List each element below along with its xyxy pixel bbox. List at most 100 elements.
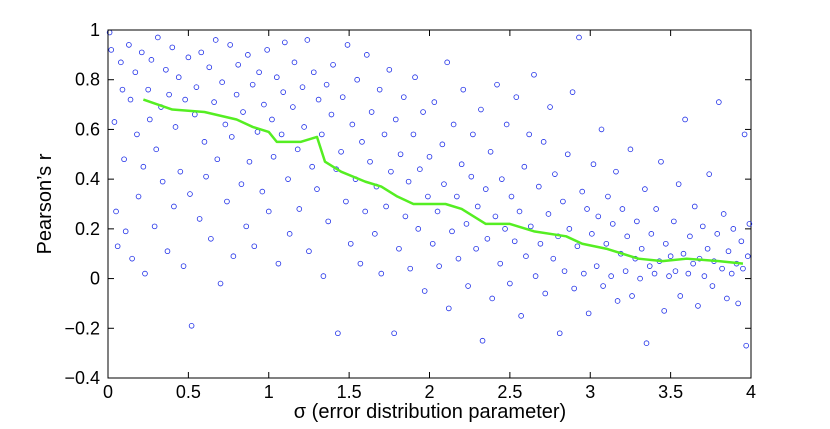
scatter-points-layer — [106, 29, 753, 349]
scatter-point — [663, 240, 669, 247]
scatter-point — [468, 173, 475, 180]
scatter-point — [362, 208, 369, 215]
scatter-point — [671, 218, 677, 225]
scatter-point — [367, 158, 373, 165]
scatter-point — [240, 109, 246, 115]
scatter-point — [304, 37, 311, 43]
trend-line-layer — [142, 98, 744, 265]
scatter-point — [166, 91, 172, 98]
scatter-point — [405, 178, 412, 185]
scatter-point — [600, 283, 606, 289]
scatter-point — [148, 57, 155, 63]
scatter-point — [613, 168, 619, 175]
scatter-point — [744, 253, 751, 260]
scatter-point — [682, 116, 688, 123]
scatter-point — [492, 213, 499, 220]
scatter-point — [672, 268, 679, 274]
scatter-point — [378, 270, 385, 277]
scatter-point — [450, 121, 457, 128]
scatter-point — [265, 208, 272, 215]
scatter-point — [458, 161, 465, 168]
scatter-point — [138, 49, 145, 56]
scatter-point — [516, 208, 523, 215]
scatter-point — [653, 206, 659, 212]
scatter-point — [518, 313, 524, 319]
scatter-point — [280, 89, 287, 95]
x-tick-label: 1.5 — [337, 382, 362, 402]
scatter-point — [540, 139, 547, 145]
scatter-point — [222, 121, 229, 128]
scatter-point — [619, 206, 626, 212]
scatter-point — [269, 116, 275, 123]
scatter-point — [126, 42, 132, 48]
scatter-point — [695, 303, 701, 309]
scatter-point — [383, 203, 389, 210]
scatter-point — [273, 74, 280, 81]
scatter-point — [484, 236, 491, 242]
scatter-point — [391, 330, 397, 337]
scatter-point — [503, 121, 510, 128]
scatter-point — [415, 226, 422, 232]
scatter-point — [198, 49, 205, 56]
scatter-point — [349, 121, 356, 128]
scatter-point — [171, 203, 177, 210]
scatter-point — [730, 226, 737, 232]
scatter-point — [714, 231, 721, 237]
scatter-point — [206, 64, 213, 71]
scatter-point — [560, 198, 566, 205]
scatter-point — [439, 141, 446, 148]
scatter-point — [593, 263, 600, 269]
scatter-point — [396, 245, 402, 252]
scatter-point — [598, 126, 605, 133]
scatter-point — [651, 270, 658, 277]
scatter-point — [140, 163, 147, 170]
scatter-point — [507, 280, 513, 287]
scatter-point — [547, 104, 553, 110]
scatter-point — [249, 81, 256, 88]
scatter-point — [372, 231, 378, 237]
scatter-point — [127, 96, 134, 103]
scatter-point — [282, 39, 288, 46]
scatter-point — [436, 263, 442, 269]
scatter-point — [354, 76, 360, 83]
scatter-point — [164, 248, 171, 255]
scatter-point — [473, 245, 479, 252]
scatter-point — [603, 240, 610, 247]
scatter-point — [629, 293, 635, 299]
scatter-point — [608, 273, 614, 279]
scatter-point — [523, 253, 529, 260]
scatter-point — [532, 273, 539, 279]
plot-area — [106, 29, 753, 379]
scatter-point — [576, 34, 582, 41]
scatter-point — [605, 193, 611, 200]
scatter-point — [357, 260, 364, 267]
scatter-point — [323, 81, 330, 88]
scatter-point — [402, 213, 409, 220]
scatter-point — [667, 253, 674, 260]
scatter-point — [134, 131, 140, 138]
scatter-point — [135, 193, 142, 200]
scatter-point — [521, 163, 528, 170]
scatter-point — [228, 134, 235, 140]
scatter-point — [465, 283, 471, 289]
scatter-point — [661, 308, 667, 314]
scatter-point — [238, 181, 245, 187]
scatter-point — [445, 305, 452, 312]
scatter-point — [740, 265, 746, 272]
scatter-point — [743, 342, 749, 349]
scatter-point — [314, 186, 320, 192]
scatter-point — [217, 280, 224, 287]
scatter-point — [306, 248, 312, 255]
scatter-point — [687, 233, 693, 240]
scatter-point — [108, 47, 115, 53]
x-axis-ticks: 0 0.5 1 1.5 2 2.5 3 3.5 4 — [103, 30, 756, 402]
scatter-point — [330, 62, 336, 68]
scatter-point — [335, 330, 341, 337]
scatter-point — [648, 231, 655, 237]
scatter-point — [746, 221, 753, 227]
scatter-point — [417, 166, 423, 173]
scatter-point — [129, 255, 135, 262]
scatter-point — [347, 240, 354, 247]
scatter-point — [677, 293, 684, 299]
scatter-point — [741, 131, 748, 138]
